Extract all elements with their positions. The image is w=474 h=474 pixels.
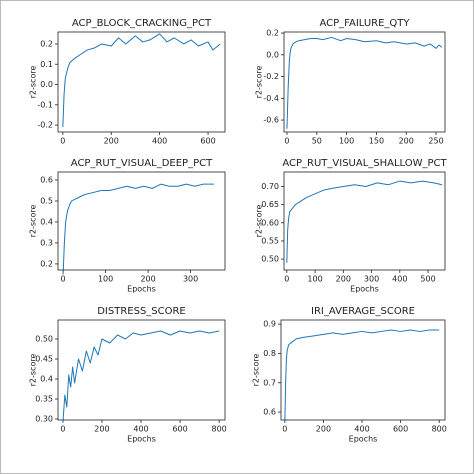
subplot-title: ACP_BLOCK_CRACKING_PCT	[72, 18, 212, 29]
x-tick-label: 600	[172, 425, 187, 434]
plot-frame	[57, 319, 226, 421]
training-curve	[62, 183, 214, 275]
y-tick-label: -0.4	[263, 94, 279, 103]
x-tick-label: 200	[104, 137, 119, 146]
x-tick-label: 500	[420, 275, 435, 284]
subplot: DISTRESS_SCORE 0.50 0.45 0.4 0.35 0.30 0 200 400…	[29, 306, 227, 444]
training-curve	[286, 180, 443, 263]
x-tick-label: 300	[364, 275, 379, 284]
y-tick-label: 0.50	[35, 335, 53, 344]
y-tick-label: 0.6	[40, 175, 53, 184]
x-tick-label: 400	[392, 275, 407, 284]
x-axis-label: Epochs	[127, 285, 156, 294]
y-tick-label: 0.7	[263, 378, 276, 387]
x-tick-label: 0	[284, 275, 289, 284]
x-tick-label: 0	[60, 137, 65, 146]
y-axis-label: r2-score	[255, 66, 264, 99]
x-tick-label: 150	[369, 137, 384, 146]
y-tick-label: 0.0	[40, 80, 53, 89]
x-tick-label: 200	[336, 275, 351, 284]
y-axis-label: r2-score	[252, 354, 261, 387]
x-axis-label: Epochs	[349, 435, 378, 444]
subplot: ACP_BLOCK_CRACKING_PCT 0.2 0.1 0.0 -0.1 -0.2 0…	[29, 18, 226, 146]
subplot-title: ACP_RUT_VISUAL_DEEP_PCT	[71, 158, 213, 169]
y-tick-label: -0.2	[263, 72, 279, 81]
y-tick-label: 0.30	[35, 415, 53, 424]
y-tick-label: 0.9	[263, 320, 276, 329]
x-tick-label: 600	[393, 425, 408, 434]
y-tick-label: 0.0	[266, 50, 279, 59]
y-axis-label: r2-score	[29, 354, 38, 387]
plot-frame	[283, 31, 446, 133]
subplot: ACP_FAILURE_QTY 0.2 0.0 -0.2 -0.4 -0.6 0 50 100 1…	[255, 18, 446, 146]
x-tick-label: 0	[60, 425, 65, 434]
y-tick-label: 0.5	[40, 196, 53, 205]
x-tick-label: 50	[312, 137, 322, 146]
y-tick-label: 0.6	[263, 408, 276, 417]
y-tick-label: 0.45	[35, 355, 53, 364]
x-tick-label: 800	[211, 425, 226, 434]
x-axis-label: Epochs	[350, 285, 379, 294]
x-tick-label: 200	[140, 275, 155, 284]
y-tick-label: 0.2	[40, 259, 53, 268]
subplot-title: IRI_AVERAGE_SCORE	[311, 306, 415, 317]
x-axis-label: Epochs	[127, 435, 156, 444]
x-tick-label: 400	[152, 137, 167, 146]
y-tick-label: 0.60	[261, 218, 279, 227]
training-curve	[62, 33, 221, 128]
plot-frame	[57, 31, 226, 133]
x-tick-label: 200	[316, 425, 331, 434]
subplot: ACP_RUT_VISUAL_DEEP_PCT 0.6 0.5 0.4 0.3 0.2 0 1…	[29, 158, 226, 294]
plot-frame	[57, 171, 226, 271]
y-axis-label: r2-score	[29, 205, 38, 238]
y-tick-label: 0.65	[261, 200, 279, 209]
y-tick-label: 0.50	[261, 255, 279, 264]
plot-frame	[280, 319, 446, 421]
y-tick-label: -0.6	[263, 116, 279, 125]
x-tick-label: 100	[307, 275, 322, 284]
y-tick-label: 0.70	[261, 182, 279, 191]
plot-frame	[283, 171, 446, 271]
y-tick-label: 0.4	[40, 217, 53, 226]
y-tick-label: 0.2	[266, 29, 279, 38]
y-tick-label: -0.1	[37, 100, 53, 109]
y-tick-label: 0.55	[261, 236, 279, 245]
training-curve	[62, 330, 220, 424]
y-tick-label: 0.4	[40, 375, 53, 384]
y-tick-label: 0.8	[263, 349, 276, 358]
y-tick-label: 0.35	[35, 395, 53, 404]
y-axis-label: r2-score	[29, 66, 38, 99]
subplot: ACP_RUT_VISUAL_SHALLOW_PCT 0.70 0.65 0.60 0.…	[255, 158, 448, 294]
x-tick-label: 200	[399, 137, 414, 146]
x-tick-label: 100	[98, 275, 113, 284]
x-tick-label: 0	[284, 137, 289, 146]
x-tick-label: 800	[432, 425, 447, 434]
y-tick-label: 0.2	[40, 39, 53, 48]
x-tick-label: 0	[282, 425, 287, 434]
x-tick-label: 250	[428, 137, 443, 146]
subplot: IRI_AVERAGE_SCORE 0.9 0.8 0.7 0.6 0 200 400 600 8…	[252, 306, 447, 444]
x-tick-label: 200	[94, 425, 109, 434]
x-tick-label: 300	[183, 275, 198, 284]
training-curve	[286, 36, 443, 129]
subplot-title: ACP_RUT_VISUAL_SHALLOW_PCT	[282, 158, 447, 169]
x-tick-label: 400	[354, 425, 369, 434]
y-tick-label: 0.1	[40, 60, 53, 69]
x-tick-label: 600	[200, 137, 215, 146]
y-tick-label: 0.3	[40, 238, 53, 247]
x-tick-label: 400	[133, 425, 148, 434]
x-tick-label: 100	[339, 137, 354, 146]
subplot-title: ACP_FAILURE_QTY	[319, 18, 410, 29]
training-curve	[284, 329, 440, 421]
x-tick-label: 0	[61, 275, 66, 284]
y-tick-label: -0.2	[37, 121, 53, 130]
y-axis-label: r2-score	[255, 205, 264, 238]
subplot-title: DISTRESS_SCORE	[97, 306, 186, 317]
